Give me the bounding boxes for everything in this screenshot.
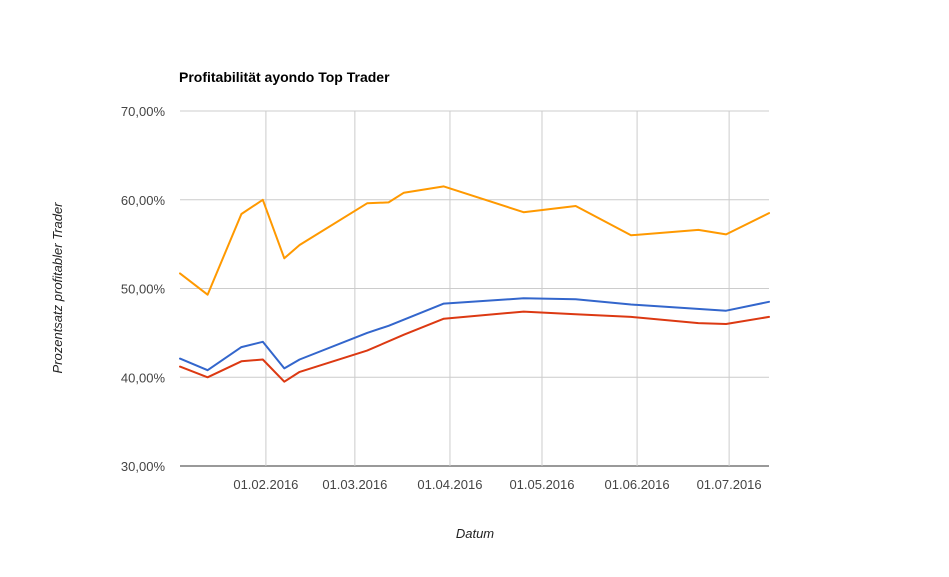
series-line-1 — [179, 185, 770, 296]
y-tick-label: 70,00% — [121, 104, 166, 119]
y-tick-label: 50,00% — [121, 282, 166, 297]
y-tick-label: 60,00% — [121, 193, 166, 208]
chart-title: Profitabilität ayondo Top Trader — [179, 69, 390, 85]
series-lines — [179, 185, 770, 383]
y-tick-label: 40,00% — [121, 370, 166, 385]
y-tick-label: 30,00% — [121, 459, 166, 474]
x-tick-label: 01.02.2016 — [233, 477, 298, 492]
series-line-2 — [179, 297, 770, 372]
series-line-3 — [179, 310, 770, 383]
x-tick-label: 01.07.2016 — [697, 477, 762, 492]
grid-lines — [180, 110, 769, 467]
y-axis-title: Prozentsatz profitabler Trader — [50, 202, 65, 374]
y-axis-ticks: 30,00% 40,00% 50,00% 60,00% 70,00% — [121, 104, 166, 474]
x-tick-label: 01.06.2016 — [605, 477, 670, 492]
x-tick-label: 01.03.2016 — [322, 477, 387, 492]
x-axis-ticks: 01.02.2016 01.03.2016 01.04.2016 01.05.2016… — [233, 477, 761, 492]
x-axis-title: Datum — [456, 526, 494, 541]
x-tick-label: 01.05.2016 — [509, 477, 574, 492]
x-tick-label: 01.04.2016 — [417, 477, 482, 492]
